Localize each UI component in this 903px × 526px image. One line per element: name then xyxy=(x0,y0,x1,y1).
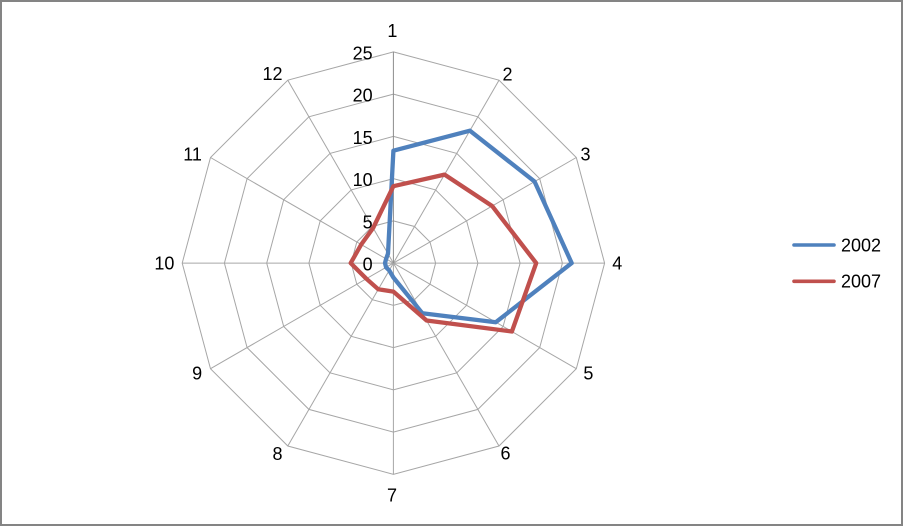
svg-text:5: 5 xyxy=(583,364,593,384)
svg-text:1: 1 xyxy=(387,21,397,41)
svg-text:12: 12 xyxy=(262,64,282,84)
svg-text:6: 6 xyxy=(500,444,510,464)
svg-text:25: 25 xyxy=(353,44,373,64)
svg-text:7: 7 xyxy=(387,485,397,505)
svg-text:2002: 2002 xyxy=(841,235,881,255)
svg-text:3: 3 xyxy=(580,144,590,164)
svg-text:2007: 2007 xyxy=(841,272,881,292)
svg-text:11: 11 xyxy=(183,144,202,164)
svg-text:10: 10 xyxy=(154,254,174,274)
svg-text:5: 5 xyxy=(363,213,373,233)
svg-text:4: 4 xyxy=(612,254,622,274)
svg-text:20: 20 xyxy=(353,86,373,106)
svg-text:10: 10 xyxy=(353,170,373,190)
svg-text:15: 15 xyxy=(353,128,373,148)
svg-text:2: 2 xyxy=(502,64,512,84)
svg-text:8: 8 xyxy=(272,444,282,464)
svg-text:0: 0 xyxy=(363,255,373,275)
svg-text:9: 9 xyxy=(192,364,202,384)
